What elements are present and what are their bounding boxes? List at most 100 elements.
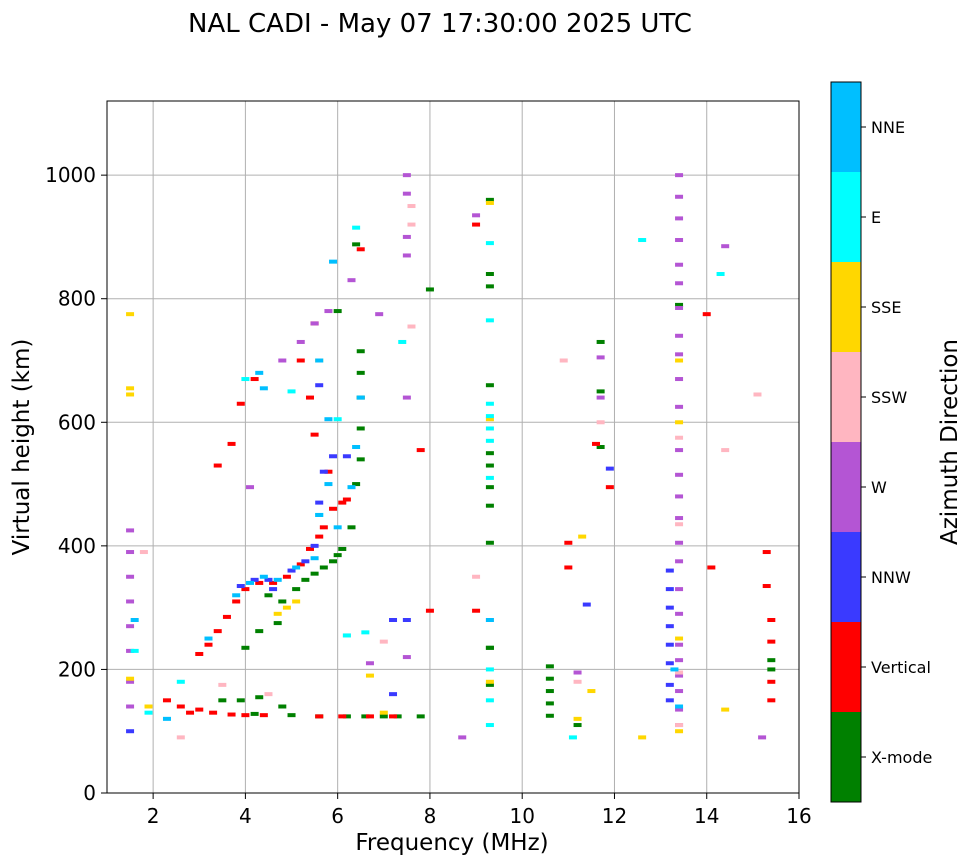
data-point [389, 618, 398, 622]
data-point [264, 577, 273, 582]
data-point [402, 173, 411, 178]
data-point [126, 729, 135, 734]
data-point [379, 714, 388, 719]
data-point [315, 358, 324, 363]
data-point [402, 234, 411, 239]
data-point [721, 448, 730, 453]
colorbar-frame [830, 81, 862, 803]
data-point [356, 457, 365, 462]
data-point [675, 305, 684, 310]
data-point [675, 420, 684, 425]
data-point [675, 704, 684, 709]
data-point [702, 312, 711, 317]
colorbar-tick-label: SSW [871, 388, 907, 407]
data-point [675, 642, 684, 647]
data-point [485, 197, 494, 202]
data-point [342, 497, 351, 502]
data-point [347, 485, 356, 490]
data-point [767, 618, 776, 622]
data-point [342, 454, 351, 459]
data-point [402, 395, 411, 400]
data-point [665, 624, 674, 629]
x-tick-label: 14 [694, 804, 719, 828]
data-point [282, 574, 291, 579]
data-point [675, 689, 684, 694]
data-point [130, 618, 139, 622]
data-point [665, 605, 674, 610]
colorbar-tick-label: NNE [871, 118, 905, 137]
data-point [365, 661, 374, 666]
data-point [338, 546, 347, 551]
data-point [767, 658, 776, 663]
data-point [186, 710, 195, 715]
data-point [236, 401, 245, 406]
data-point [485, 463, 494, 468]
data-point [675, 404, 684, 409]
data-point [278, 704, 287, 709]
data-point [218, 682, 227, 687]
data-points [126, 173, 776, 740]
colorbar: X-mode Vertical NNW W SSW SSE E NNE [830, 81, 932, 803]
data-point [605, 466, 614, 471]
data-point [485, 200, 494, 205]
y-axis-label: Virtual height (km) [9, 339, 35, 556]
data-point [241, 377, 250, 382]
data-point [675, 494, 684, 499]
data-point [485, 475, 494, 480]
data-point [126, 574, 135, 579]
data-point [342, 714, 351, 719]
data-point [485, 417, 494, 422]
data-point [204, 636, 213, 641]
data-point [675, 333, 684, 338]
data-point [485, 618, 494, 622]
data-point [361, 714, 370, 719]
data-point [176, 735, 185, 740]
data-point [227, 712, 236, 717]
data-point [379, 710, 388, 715]
data-point [126, 599, 135, 604]
data-point [347, 278, 356, 283]
data-point [264, 692, 273, 697]
data-point [255, 370, 264, 375]
colorbar-tick-label: SSE [871, 298, 901, 317]
data-point [356, 395, 365, 400]
data-point [162, 716, 171, 721]
data-point [315, 500, 324, 505]
data-point [416, 448, 425, 453]
data-point [675, 173, 684, 178]
colorbar-tick-label: Vertical [871, 658, 931, 677]
data-point [232, 599, 241, 604]
data-point [264, 593, 273, 598]
data-point [675, 540, 684, 545]
colorbar-segment [831, 532, 861, 622]
data-point [665, 568, 674, 573]
data-point [329, 559, 338, 564]
data-point [402, 655, 411, 660]
data-point [319, 525, 328, 530]
data-point [596, 420, 605, 425]
data-point [126, 679, 135, 684]
data-point [767, 667, 776, 672]
data-point [259, 386, 268, 391]
data-point [545, 701, 554, 706]
data-point [675, 636, 684, 641]
data-point [675, 729, 684, 734]
data-point [329, 259, 338, 264]
data-point [592, 441, 601, 446]
data-point [675, 472, 684, 477]
data-point [255, 695, 264, 700]
data-point [236, 584, 245, 589]
colorbar-segment [831, 622, 861, 712]
data-point [273, 621, 282, 626]
x-tick-label: 4 [239, 804, 252, 828]
data-point [675, 448, 684, 453]
data-point [389, 692, 398, 697]
data-point [195, 651, 204, 656]
data-point [675, 262, 684, 267]
data-point [762, 550, 771, 555]
data-point [675, 673, 684, 678]
data-point [269, 580, 278, 585]
data-point [564, 540, 573, 545]
data-point [301, 577, 310, 582]
